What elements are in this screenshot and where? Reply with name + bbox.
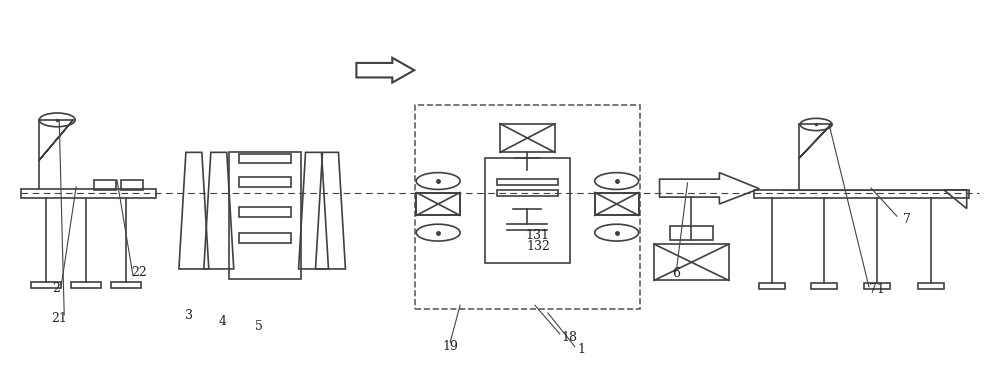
Bar	[21, 189, 156, 198]
Bar	[416, 192, 460, 216]
Text: 21: 21	[51, 312, 67, 325]
Bar	[485, 158, 570, 263]
Text: 1: 1	[578, 343, 586, 357]
Bar	[811, 283, 837, 289]
Text: 131: 131	[526, 229, 550, 242]
Bar	[239, 233, 291, 243]
Text: 5: 5	[255, 320, 263, 333]
Text: 22: 22	[131, 266, 147, 279]
Bar	[229, 152, 301, 278]
Bar	[759, 283, 785, 289]
Text: 6: 6	[673, 267, 681, 280]
Bar	[864, 283, 890, 289]
Text: 19: 19	[442, 340, 458, 353]
Text: 132: 132	[526, 240, 550, 253]
Text: 18: 18	[562, 331, 578, 344]
Bar	[111, 282, 141, 288]
Text: 3: 3	[185, 309, 193, 322]
Bar	[94, 179, 116, 190]
Bar	[239, 177, 291, 187]
Bar	[754, 190, 969, 198]
Text: 7: 7	[903, 213, 911, 226]
Bar	[239, 207, 291, 217]
Bar	[918, 283, 944, 289]
Bar	[239, 154, 291, 164]
Bar	[497, 190, 558, 196]
Bar	[31, 282, 61, 288]
Bar	[415, 105, 640, 309]
Bar	[595, 192, 639, 216]
Bar	[121, 179, 143, 190]
Bar	[71, 282, 101, 288]
Bar	[670, 226, 713, 240]
Bar	[497, 179, 558, 185]
Text: 2: 2	[52, 282, 60, 295]
Text: 71: 71	[869, 283, 885, 296]
Text: 4: 4	[219, 315, 227, 328]
